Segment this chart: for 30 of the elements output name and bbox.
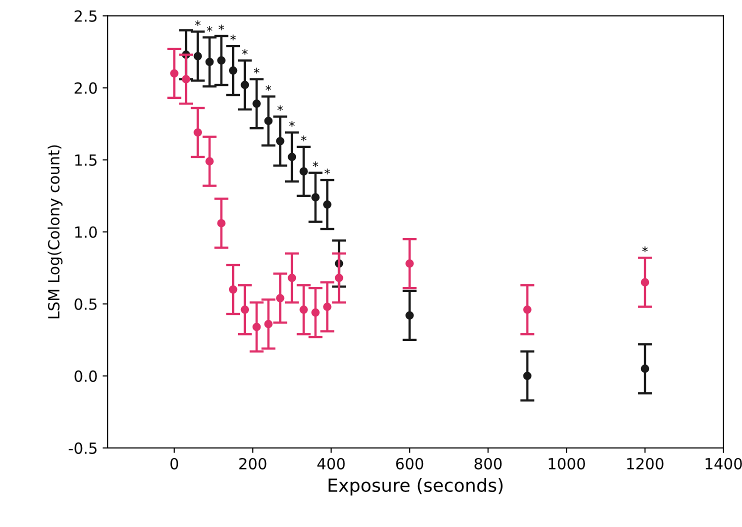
- x-tick-label: 600: [396, 458, 424, 470]
- annotation: *: [230, 34, 236, 40]
- x-axis-title: Exposure (seconds): [328, 478, 503, 496]
- y-tick-label: 0.0: [74, 370, 97, 382]
- annotation: *: [277, 105, 283, 111]
- y-tick-label: 1.5: [75, 154, 97, 166]
- x-tick-label: 0: [170, 458, 178, 470]
- annotation: *: [206, 26, 212, 32]
- annotation: *: [195, 20, 201, 26]
- annotation: *: [242, 49, 248, 55]
- y-tick-label: 2.0: [74, 82, 97, 94]
- annotation: *: [300, 136, 306, 142]
- annotation: *: [289, 121, 295, 127]
- annotation: *: [312, 161, 318, 168]
- annotation: *: [642, 246, 648, 252]
- x-tick-label: 1400: [706, 458, 742, 470]
- annotation: *: [266, 85, 272, 91]
- x-tick-label: 1000: [548, 458, 585, 470]
- y-tick-label: 1.0: [75, 226, 97, 238]
- y-axis-title: LSM Log(Colony count): [48, 145, 63, 318]
- x-tick-label: 800: [474, 458, 502, 470]
- annotation: *: [324, 168, 330, 174]
- x-tick-label: 200: [239, 458, 266, 470]
- x-tick-label: 400: [317, 458, 345, 470]
- y-tick-label: 2.5: [74, 10, 97, 22]
- x-tick-label: 1200: [627, 458, 664, 470]
- annotation: *: [254, 68, 260, 74]
- annotation: *: [218, 24, 224, 30]
- y-tick-label: -0.5: [68, 442, 97, 454]
- y-tick-label: 0.5: [74, 298, 97, 310]
